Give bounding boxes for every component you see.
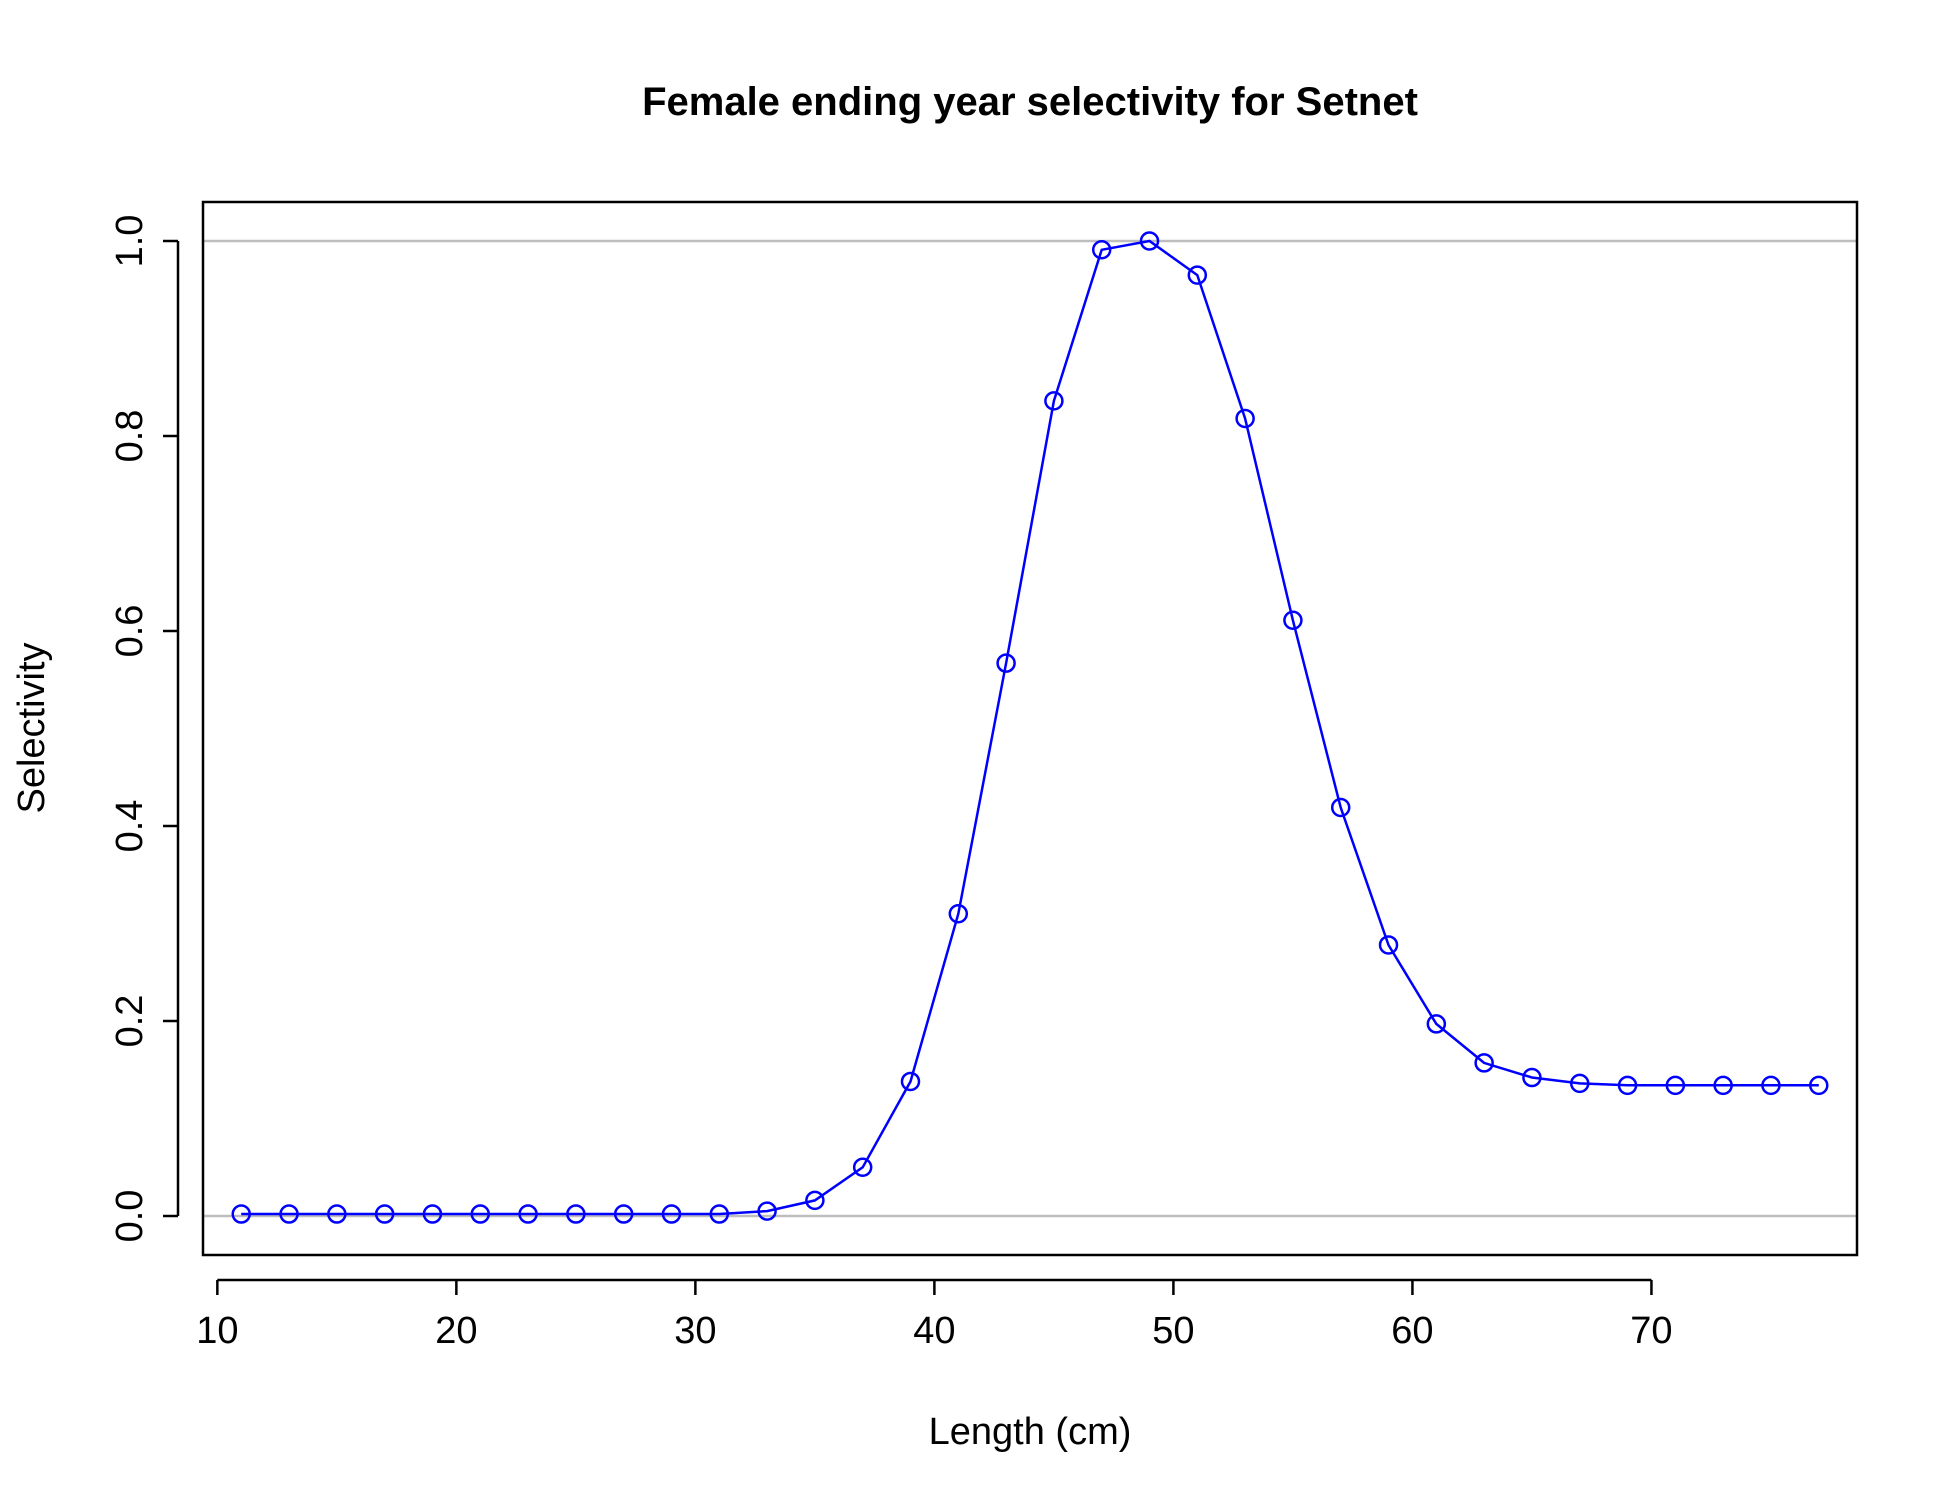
data-point xyxy=(900,1071,921,1092)
data-point xyxy=(279,1204,299,1224)
data-point xyxy=(374,1204,395,1224)
chart-title: Female ending year selectivity for Setne… xyxy=(642,80,1418,124)
x-axis: 10 20 30 40 50 60 70 xyxy=(196,1278,1673,1352)
data-point xyxy=(327,1204,347,1224)
y-tick-label: 0.0 xyxy=(109,1190,151,1243)
series-line xyxy=(241,239,1819,1216)
data-point xyxy=(470,1204,491,1224)
data-point xyxy=(805,1190,825,1211)
x-tick-label: 20 xyxy=(435,1310,477,1352)
data-point xyxy=(1809,1075,1829,1096)
series-layer xyxy=(231,231,1829,1224)
y-tick-label: 0.8 xyxy=(109,410,151,463)
data-point xyxy=(1522,1067,1542,1088)
data-point xyxy=(613,1204,634,1224)
data-point xyxy=(1091,240,1112,260)
y-tick-label: 1.0 xyxy=(109,215,151,268)
data-point xyxy=(1474,1053,1494,1073)
data-point xyxy=(757,1201,777,1221)
data-point xyxy=(1665,1075,1686,1096)
data-point xyxy=(422,1204,443,1224)
data-point xyxy=(1617,1075,1638,1096)
data-point xyxy=(1139,231,1160,251)
data-point xyxy=(1330,797,1351,818)
x-tick-label: 60 xyxy=(1391,1310,1433,1352)
data-point xyxy=(231,1204,251,1224)
data-point xyxy=(1187,265,1208,285)
reference-lines xyxy=(203,239,1857,1218)
plot-frame xyxy=(201,200,1859,1257)
data-point xyxy=(1378,935,1399,955)
x-tick-label: 40 xyxy=(913,1310,955,1352)
data-point xyxy=(1426,1014,1447,1034)
x-tick-label: 70 xyxy=(1630,1310,1672,1352)
data-point xyxy=(1235,408,1255,429)
data-point xyxy=(948,904,969,924)
data-point xyxy=(1044,391,1064,411)
data-point xyxy=(1283,610,1303,631)
data-point xyxy=(709,1204,730,1224)
data-point xyxy=(518,1204,538,1224)
data-point xyxy=(1761,1075,1781,1096)
x-tick-label: 30 xyxy=(674,1310,716,1352)
data-point xyxy=(566,1204,586,1224)
data-point xyxy=(661,1204,682,1224)
x-tick-label: 50 xyxy=(1152,1310,1194,1352)
data-point xyxy=(996,653,1016,673)
data-point xyxy=(1713,1075,1733,1096)
x-axis-label: Length (cm) xyxy=(929,1411,1132,1453)
y-tick-label: 0.6 xyxy=(109,605,151,658)
y-axis-label: Selectivity xyxy=(11,642,53,813)
y-tick-label: 0.4 xyxy=(109,800,151,853)
x-tick-label: 10 xyxy=(196,1310,238,1352)
data-point xyxy=(852,1157,873,1177)
y-axis: 0.0 0.2 0.4 0.6 0.8 1.0 xyxy=(109,215,180,1243)
y-tick-label: 0.2 xyxy=(109,995,151,1048)
data-point xyxy=(1569,1073,1590,1094)
